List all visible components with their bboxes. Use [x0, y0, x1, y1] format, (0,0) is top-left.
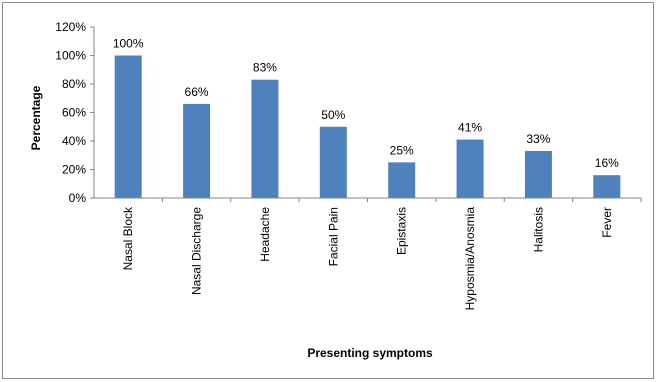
- data-label: 33%: [526, 132, 550, 146]
- y-axis-ticks: 0% 20% 40% 60% 80% 100% 120%: [55, 20, 94, 205]
- data-label: 83%: [253, 61, 277, 75]
- x-axis-title: Presenting symptoms: [307, 346, 433, 360]
- data-label: 25%: [390, 143, 414, 157]
- y-tick-label: 20%: [62, 163, 86, 177]
- bar: [593, 175, 621, 198]
- data-label: 41%: [458, 121, 482, 135]
- bars: [114, 55, 621, 198]
- y-tick-label: 0%: [69, 191, 87, 205]
- y-tick-label: 60%: [62, 106, 86, 120]
- y-tick-label: 40%: [62, 134, 86, 148]
- data-label: 100%: [113, 37, 144, 51]
- x-tick-label: Nasal Discharge: [190, 207, 204, 295]
- y-tick-label: 100%: [55, 49, 86, 63]
- x-tick-label: Headache: [258, 207, 272, 262]
- data-labels: 100% 66% 83% 50% 25% 41% 33% 16%: [113, 37, 619, 171]
- x-tick-label: Hyposmia/Anosmia: [463, 207, 477, 311]
- x-tick-label: Fever: [600, 207, 614, 238]
- x-tick-label: Nasal Block: [121, 206, 135, 270]
- x-axis-ticks: Nasal Block Nasal Discharge Headache Facial…: [121, 198, 642, 311]
- bar: [251, 79, 279, 198]
- bar: [114, 55, 142, 198]
- y-tick-label: 80%: [62, 77, 86, 91]
- bar: [388, 162, 416, 198]
- x-tick-label: Halitosis: [531, 207, 545, 252]
- y-tick-label: 120%: [55, 20, 86, 34]
- x-tick-label: Facial Pain: [326, 207, 340, 266]
- bar: [524, 150, 552, 198]
- data-label: 50%: [321, 108, 345, 122]
- x-tick-label: Epistaxis: [395, 207, 409, 255]
- bar: [456, 139, 484, 198]
- bar: [319, 126, 347, 198]
- data-label: 16%: [595, 156, 619, 170]
- y-axis-title: Percentage: [29, 85, 43, 150]
- bar: [183, 103, 211, 198]
- data-label: 66%: [185, 85, 209, 99]
